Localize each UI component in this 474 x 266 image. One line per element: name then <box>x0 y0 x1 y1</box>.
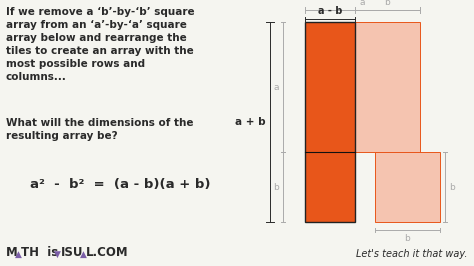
Text: TH  is: TH is <box>21 246 66 259</box>
Text: a - b: a - b <box>318 6 342 16</box>
Text: ISU: ISU <box>61 246 83 259</box>
Text: b: b <box>384 0 391 7</box>
Text: a: a <box>273 82 279 92</box>
Text: ▲: ▲ <box>80 250 87 259</box>
Text: What will the dimensions of the
resulting array be?: What will the dimensions of the resultin… <box>6 118 193 141</box>
Text: a + b: a + b <box>236 117 266 127</box>
Text: b: b <box>449 182 455 192</box>
Text: ▲: ▲ <box>15 250 21 259</box>
Text: ▼: ▼ <box>54 250 61 259</box>
Text: L.COM: L.COM <box>86 246 128 259</box>
Text: a: a <box>360 0 365 7</box>
Text: a²  -  b²  =  (a - b)(a + b): a² - b² = (a - b)(a + b) <box>30 178 210 191</box>
Text: If we remove a ‘b’-by-‘b’ square
array from an ‘a’-by-‘a’ square
array below and: If we remove a ‘b’-by-‘b’ square array f… <box>6 7 195 82</box>
Text: b: b <box>273 182 279 192</box>
Bar <box>355 22 420 152</box>
Bar <box>375 152 440 222</box>
Text: M: M <box>6 246 18 259</box>
Text: b: b <box>405 234 410 243</box>
Bar <box>305 22 355 222</box>
Text: Let's teach it that way.: Let's teach it that way. <box>356 249 468 259</box>
